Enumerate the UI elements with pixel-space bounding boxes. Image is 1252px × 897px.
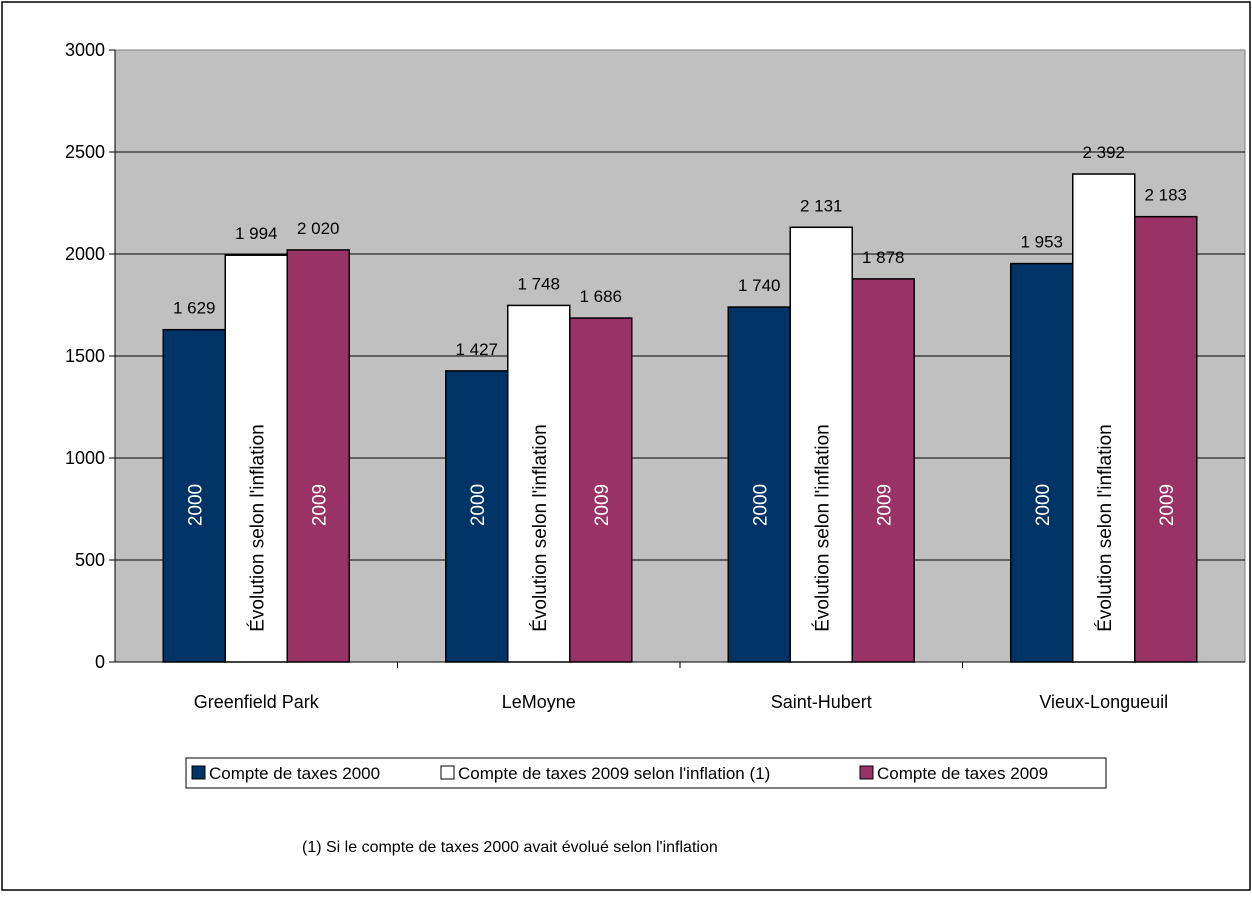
bar [286, 249, 350, 663]
bar [162, 328, 226, 663]
x-tick-label: Saint-Hubert [771, 692, 872, 712]
bar-inner-label: 2000 [468, 484, 489, 526]
bar [1072, 173, 1136, 663]
x-axis: Greenfield Park LeMoyne Saint-Hubert Vieux-… [115, 661, 1245, 712]
data-label: 2 392 [1082, 143, 1125, 162]
bar-inner-label: Évolution selon l'inflation [530, 424, 551, 631]
x-tick-label: LeMoyne [502, 692, 576, 712]
x-tick-label: Vieux-Longueuil [1039, 692, 1168, 712]
data-label: 2 020 [297, 219, 340, 238]
bar-inner-label: Évolution selon l'inflation [247, 424, 268, 631]
y-tick-label: 2500 [65, 142, 105, 162]
y-tick-label: 1000 [65, 448, 105, 468]
bar-inner-label: 2000 [750, 484, 771, 526]
data-label: 1 686 [579, 287, 622, 306]
legend-entry: Compte de taxes 2009 selon l'inflation (… [458, 764, 770, 783]
bar-inner-label: 2009 [309, 484, 330, 526]
y-tick-label: 500 [75, 550, 105, 570]
data-label: 2 131 [800, 196, 843, 215]
y-tick-label: 0 [95, 652, 105, 672]
y-tick-label: 3000 [65, 40, 105, 60]
y-tick-label: 1500 [65, 346, 105, 366]
data-label: 2 183 [1144, 186, 1187, 205]
data-label: 1 629 [173, 299, 216, 318]
y-axis: 0 500 1000 1500 2000 2500 3000 [65, 40, 116, 672]
x-tick-label: Greenfield Park [194, 692, 320, 712]
bars [162, 173, 1198, 663]
y-tick-label: 2000 [65, 244, 105, 264]
legend-swatch [440, 765, 455, 780]
legend: Compte de taxes 2000 Compte de taxes 2009… [185, 757, 1107, 789]
footnote: (1) Si le compte de taxes 2000 avait évo… [302, 839, 718, 856]
bar-inner-label: 2000 [185, 484, 206, 526]
bar [789, 226, 853, 663]
bar [224, 254, 288, 663]
bar [1134, 215, 1198, 663]
data-label: 1 740 [738, 276, 781, 295]
bar [569, 317, 633, 663]
bar-inner-label: Évolution selon l'inflation [812, 424, 833, 631]
bar-inner-label: 2009 [874, 484, 895, 526]
data-label: 1 748 [517, 274, 560, 293]
value-labels: 1 629 1 994 2 020 1 427 1 748 1 686 1 740 2 131… [173, 143, 1187, 359]
data-label: 1 994 [235, 224, 278, 243]
data-label: 1 427 [455, 340, 498, 359]
legend-entry: Compte de taxes 2009 [877, 764, 1048, 783]
bar-inner-labels: 2000 Évolution selon l'inflation 2009 2000 É… [185, 424, 1178, 631]
bar [1010, 262, 1074, 663]
bar-inner-label: 2009 [592, 484, 613, 526]
data-label: 1 878 [862, 248, 905, 267]
bar [727, 306, 791, 663]
legend-swatch [859, 765, 874, 780]
bar [507, 304, 571, 663]
bar [445, 370, 509, 663]
legend-entry: Compte de taxes 2000 [209, 764, 380, 783]
bar-inner-label: 2009 [1157, 484, 1178, 526]
bar-inner-label: Évolution selon l'inflation [1095, 424, 1116, 631]
legend-swatch [191, 765, 206, 780]
bar-inner-label: 2000 [1033, 484, 1054, 526]
legend-box [185, 757, 1107, 789]
bar [851, 278, 915, 663]
data-label: 1 953 [1020, 233, 1063, 252]
